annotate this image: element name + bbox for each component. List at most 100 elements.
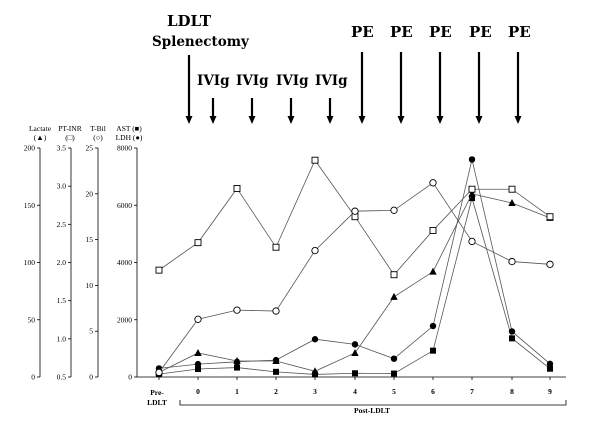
ast-tick-label: 2000: [117, 315, 132, 324]
ldh-point: [429, 322, 437, 330]
lactate-tick-label: 200: [24, 144, 36, 153]
x-tick-label: 5: [392, 387, 396, 396]
ivig-label-2: IVIg: [236, 73, 269, 89]
tbil-tick-label: 0: [89, 373, 93, 382]
ldh-point: [194, 360, 202, 368]
pt-inr-point: [390, 271, 398, 279]
event-arrows: [185, 52, 522, 124]
ldh-line: [158, 159, 551, 369]
pe-arrow-3-head: [436, 116, 444, 124]
ast-point: [312, 371, 318, 378]
ptinr-axis-title: PT-INR: [58, 124, 81, 133]
ast-point: [509, 335, 515, 342]
ptinr-tick-label: 0.5: [57, 373, 67, 382]
t-bil-point: [311, 246, 319, 255]
x-tick-label: 1: [235, 387, 239, 396]
axis-titles: Lactate (▲) PT-INR (□) T-Bil (○) AST (■)…: [29, 124, 143, 142]
pt-inr-point: [429, 226, 437, 234]
ast-axis-title: AST (■): [116, 124, 142, 133]
pe-label-4: PE: [469, 23, 492, 41]
ldlt-arrow-head: [185, 116, 193, 124]
x-tick-label: 7: [470, 387, 474, 396]
t-bil-point: [272, 307, 280, 315]
t-bil-point: [468, 237, 476, 246]
ptinr-tick-label: 1.0: [57, 334, 67, 343]
t-bil-point: [546, 260, 554, 268]
lactate-tick-label: 0: [31, 373, 35, 382]
lactate-point: [272, 356, 280, 364]
ivig-arrow-3-head: [287, 116, 295, 124]
lactate-axis-title: Lactate: [29, 124, 52, 133]
pe-arrow-5-head: [514, 116, 522, 124]
lactate-axis-symbol: (▲): [34, 133, 47, 142]
pt-inr-point: [468, 185, 476, 193]
lactate-point: [351, 348, 359, 356]
ldlt-label: LDLT: [167, 12, 212, 30]
ast-point: [391, 370, 397, 377]
pe-arrow-4-head: [475, 116, 483, 124]
pre-ldlt-label-1: Pre-: [150, 388, 164, 397]
pe-label-5: PE: [508, 23, 531, 41]
t-bil-point: [429, 179, 437, 187]
pt-inr-point: [155, 266, 163, 274]
t-bil-point: [194, 315, 202, 323]
ptinr-tick-label: 3.5: [57, 144, 67, 153]
post-ldlt-bracket: [179, 400, 567, 406]
pt-inr-point: [272, 243, 280, 251]
pe-label-3: PE: [429, 23, 452, 41]
tbil-tick-label: 25: [86, 144, 94, 153]
x-axis: Pre- LDLT Post-LDLT 0 1 2 3 4 5 6 7 8 9: [137, 376, 567, 415]
t-bil-point: [390, 206, 398, 214]
lactate-point: [468, 189, 476, 197]
ivig-arrow-4-head: [326, 116, 334, 124]
pe-arrow-2-head: [397, 116, 405, 124]
x-tick-label: 3: [313, 387, 317, 396]
ast-point: [430, 347, 436, 354]
ptinr-tick-label: 2.0: [57, 258, 67, 267]
pre-ldlt-label-2: LDLT: [147, 398, 167, 407]
ptinr-tick-label: 2.5: [57, 220, 67, 229]
ptinr-axis-symbol: (□): [65, 133, 75, 142]
ivig-arrow-2-head: [248, 116, 256, 124]
pe-arrow-1-head: [358, 116, 366, 124]
lactate-point: [508, 198, 516, 206]
lactate-point: [429, 267, 437, 275]
ivig-label-3: IVIg: [276, 73, 309, 89]
ldh-point: [546, 360, 554, 368]
x-tick-label: 9: [548, 387, 552, 396]
x-tick-label: 8: [510, 387, 514, 396]
pe-label-1: PE: [351, 23, 374, 41]
lactate-point: [233, 356, 241, 364]
lactate-point: [390, 292, 398, 300]
tbil-axis-symbol: (○): [93, 133, 103, 142]
pt-inr-point: [233, 185, 241, 192]
lactate-tick-label: 50: [28, 315, 36, 324]
tbil-tick-label: 20: [86, 189, 94, 198]
ldh-point: [351, 341, 359, 348]
post-ldlt-label: Post-LDLT: [354, 406, 390, 415]
ast-line: [158, 196, 551, 375]
lactate-point: [311, 367, 319, 375]
pt-inr-point: [508, 185, 516, 193]
pt-inr-point: [311, 156, 319, 164]
tbil-axis-title: T-Bil: [90, 124, 106, 133]
ldh-point: [311, 336, 319, 343]
ldh-point: [390, 355, 398, 362]
pt-inr-point: [194, 239, 202, 247]
ptinr-tick-label: 3.0: [57, 182, 67, 191]
ldh-point: [468, 156, 476, 163]
ast-point: [469, 195, 475, 202]
x-tick-label: 6: [431, 387, 435, 396]
ast-point: [234, 364, 240, 371]
tbil-tick-label: 15: [86, 235, 94, 244]
ldh-point: [508, 328, 516, 335]
ast-tick-label: 0: [128, 373, 132, 382]
ivig-label-4: IVIg: [315, 73, 348, 89]
t-bil-point: [233, 306, 241, 314]
lactate-tick-label: 150: [24, 201, 36, 210]
splenectomy-label: Splenectomy: [152, 34, 250, 50]
tbil-tick-label: 10: [86, 281, 94, 290]
lactate-point: [194, 348, 202, 356]
ivig-arrow-1-head: [209, 116, 217, 124]
tbil-tick-label: 5: [89, 327, 93, 336]
